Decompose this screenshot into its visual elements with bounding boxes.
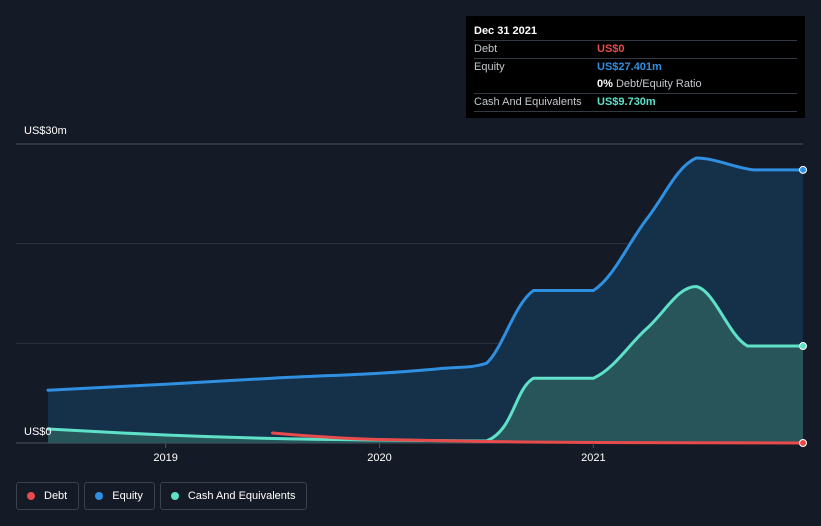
tooltip-cash-value: US$9.730m [597, 96, 656, 108]
legend-label-cash: Cash And Equivalents [187, 490, 296, 502]
tooltip-equity-value: US$27.401m [597, 61, 662, 73]
tooltip-date: Dec 31 2021 [474, 25, 537, 37]
cash-and-equivalents-area [48, 286, 803, 443]
legend-item-debt[interactable]: Debt [16, 482, 80, 510]
debt-end-marker [799, 439, 807, 447]
equity-line [46, 156, 805, 392]
data-tooltip: Dec 31 2021 Debt US$0 Equity US$27.401m … [466, 16, 805, 118]
tooltip-ratio-value: 0% Debt/Equity Ratio [597, 76, 702, 93]
tooltip-row-ratio: 0% Debt/Equity Ratio [474, 76, 797, 93]
series-end-markers [799, 165, 807, 447]
tooltip-row-debt: Debt US$0 [474, 40, 797, 58]
chart-legend: Debt Equity Cash And Equivalents [16, 482, 308, 510]
x-tick-label-2021: 2021 [581, 452, 605, 464]
cash-and-equivalents-line [46, 285, 805, 443]
tooltip-row-cash: Cash And Equivalents US$9.730m [474, 93, 797, 112]
y-axis-label-zero: US$0 [24, 426, 52, 438]
axes: US$30m US$0 2019 2020 2021 [24, 125, 606, 464]
legend-label-debt: Debt [44, 490, 68, 502]
series-areas [48, 158, 803, 443]
tooltip-row-equity: Equity US$27.401m [474, 58, 797, 76]
tooltip-ratio-suffix: Debt/Equity Ratio [615, 78, 702, 90]
legend-label-equity: Equity [112, 490, 143, 502]
equity-end-marker [799, 165, 807, 174]
tooltip-ratio-number: 0% [597, 78, 613, 90]
y-axis-label-top: US$30m [24, 125, 67, 137]
x-tick-label-2019: 2019 [153, 452, 177, 464]
tooltip-equity-label: Equity [474, 61, 505, 73]
cash-and-equivalents-end-marker [799, 342, 807, 351]
debt-line [271, 431, 805, 445]
legend-dot-equity [95, 492, 104, 500]
legend-item-equity[interactable]: Equity [84, 482, 155, 510]
legend-item-cash[interactable]: Cash And Equivalents [159, 482, 308, 510]
tooltip-debt-value: US$0 [597, 43, 625, 55]
tooltip-ratio-label [474, 76, 597, 93]
legend-dot-cash [170, 492, 179, 500]
series-lines [46, 156, 805, 445]
tooltip-debt-label: Debt [474, 43, 498, 55]
legend-dot-debt [27, 492, 35, 500]
tooltip-cash-label: Cash And Equivalents [474, 96, 582, 108]
x-tick-label-2020: 2020 [367, 452, 391, 464]
